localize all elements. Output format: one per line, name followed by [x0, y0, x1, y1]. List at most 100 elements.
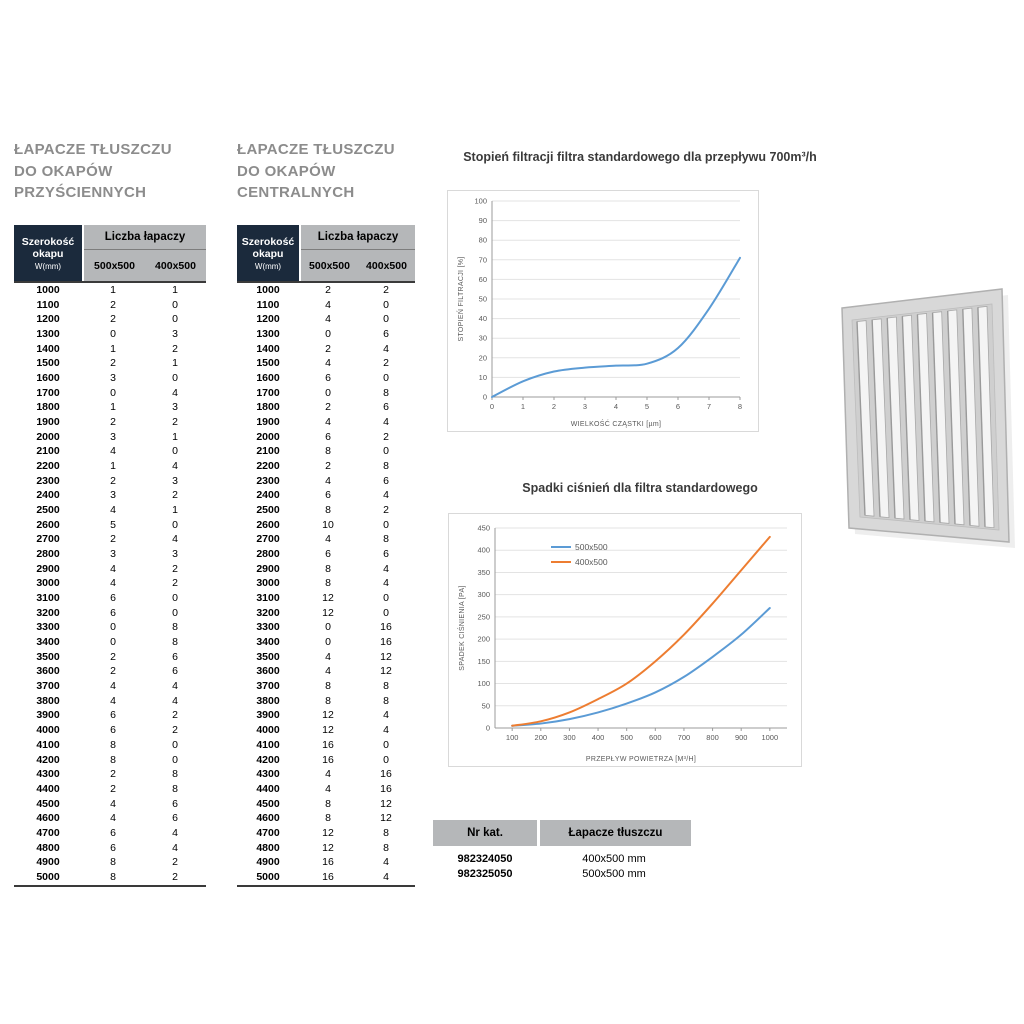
svg-text:70: 70 [479, 255, 487, 264]
cell-500x500: 6 [110, 592, 116, 605]
cell-500x500: 6 [325, 489, 331, 502]
cell-400x500: 0 [383, 313, 389, 326]
svg-text:200: 200 [477, 635, 490, 644]
hood-width-label: Szerokość [21, 235, 75, 248]
legend-item-400x500: 400x500 [551, 554, 608, 569]
width-cell: 1500 [256, 357, 280, 370]
table-row: 3500 2 6 [14, 650, 206, 665]
cell-500x500: 4 [110, 562, 116, 575]
cell-400x500: 16 [380, 782, 392, 795]
width-cell: 2000 [36, 430, 60, 443]
cell-500x500: 16 [322, 856, 334, 869]
cell-400x500: 6 [383, 474, 389, 487]
cell-500x500: 4 [325, 313, 331, 326]
svg-text:400: 400 [592, 733, 605, 742]
title-line: DO OKAPÓW [237, 162, 336, 180]
width-cell: 4200 [256, 753, 280, 766]
cell-500x500: 6 [110, 606, 116, 619]
table-row: 3300 0 16 [237, 620, 415, 635]
width-cell: 4900 [36, 856, 60, 869]
catalog-number-cell: 982324050 [457, 853, 513, 865]
table-row: 3500 4 12 [237, 650, 415, 665]
cell-400x500: 0 [383, 753, 389, 766]
cell-500x500: 0 [110, 636, 116, 649]
trap-count-label: Liczba łapaczy [301, 225, 415, 250]
cell-400x500: 6 [172, 812, 178, 825]
svg-text:0: 0 [483, 393, 487, 402]
cell-500x500: 8 [325, 562, 331, 575]
table-row: 2800 3 3 [14, 547, 206, 562]
cell-500x500: 3 [110, 372, 116, 385]
width-cell: 4800 [256, 841, 280, 854]
size-subheaders: 500x500 400x500 [84, 250, 206, 281]
svg-text:350: 350 [477, 568, 490, 577]
svg-text:500: 500 [620, 733, 633, 742]
legend-label: 500x500 [575, 541, 608, 552]
cell-500x500: 1 [110, 460, 116, 473]
title-line: CENTRALNYCH [237, 184, 355, 201]
cell-500x500: 8 [325, 812, 331, 825]
svg-text:10: 10 [479, 373, 487, 382]
cell-400x500: 0 [172, 753, 178, 766]
width-cell: 1200 [256, 313, 280, 326]
table-header: Szerokość okapu W(mm) Liczba łapaczy 500… [237, 225, 415, 283]
cell-500x500: 4 [325, 768, 331, 781]
width-cell: 1700 [36, 386, 60, 399]
cell-500x500: 10 [322, 518, 334, 531]
width-cell: 1400 [36, 342, 60, 355]
table-row: 3600 2 6 [14, 664, 206, 679]
cell-400x500: 3 [172, 474, 178, 487]
cell-400x500: 0 [383, 518, 389, 531]
cell-500x500: 4 [110, 577, 116, 590]
cell-500x500: 0 [110, 328, 116, 341]
cell-400x500: 2 [172, 342, 178, 355]
width-cell: 3000 [256, 577, 280, 590]
legend-swatch-orange [551, 560, 571, 563]
svg-text:7: 7 [707, 402, 711, 411]
table-row: 3400 0 16 [237, 635, 415, 650]
cell-400x500: 4 [383, 870, 389, 883]
cell-500x500: 2 [110, 474, 116, 487]
cell-500x500: 0 [325, 328, 331, 341]
cell-500x500: 8 [325, 797, 331, 810]
catalog-row: 982325050 500x500 mm [433, 867, 691, 882]
width-cell: 3300 [256, 621, 280, 634]
width-cell: 3800 [36, 694, 60, 707]
width-cell: 3500 [256, 650, 280, 663]
cell-500x500: 2 [110, 782, 116, 795]
svg-text:20: 20 [479, 353, 487, 362]
size-subheaders: 500x500 400x500 [301, 250, 415, 281]
pressure-chart: 0 50 100 150 200 250 300 350 400 450 100 200 300 400 5… [448, 513, 802, 767]
svg-text:5: 5 [645, 402, 649, 411]
cell-400x500: 8 [172, 621, 178, 634]
width-cell: 5000 [36, 870, 60, 883]
cell-500x500: 2 [110, 533, 116, 546]
cell-400x500: 1 [172, 284, 178, 296]
table-row: 2600 5 0 [14, 518, 206, 533]
cell-400x500: 8 [172, 636, 178, 649]
width-cell: 1700 [256, 386, 280, 399]
table-row: 3100 12 0 [237, 591, 415, 606]
cell-400x500: 16 [380, 768, 392, 781]
cell-400x500: 2 [172, 724, 178, 737]
table-body: 1000 2 2 1100 4 0 1200 4 0 1300 0 6 1400 2 4 1500 4 2 1600… [237, 283, 415, 887]
width-cell: 2100 [36, 445, 60, 458]
width-cell: 1300 [256, 328, 280, 341]
svg-text:WIELKOŚĆ CZĄSTKI [µm]: WIELKOŚĆ CZĄSTKI [µm] [571, 419, 661, 428]
svg-text:700: 700 [678, 733, 691, 742]
table-row: 2400 3 2 [14, 488, 206, 503]
table-row: 1000 1 1 [14, 283, 206, 298]
svg-text:PRZEPŁYW POWIETRZA [M³/H]: PRZEPŁYW POWIETRZA [M³/H] [586, 756, 696, 763]
cell-500x500: 2 [110, 665, 116, 678]
width-cell: 4900 [256, 856, 280, 869]
width-cell: 2400 [36, 489, 60, 502]
svg-text:100: 100 [474, 197, 487, 206]
cell-500x500: 4 [325, 665, 331, 678]
table-row: 2300 2 3 [14, 474, 206, 489]
width-cell: 1100 [256, 298, 280, 311]
width-cell: 5000 [256, 870, 280, 883]
cell-500x500: 0 [325, 636, 331, 649]
cell-500x500: 2 [325, 342, 331, 355]
cell-400x500: 6 [172, 797, 178, 810]
table-row: 1800 1 3 [14, 400, 206, 415]
